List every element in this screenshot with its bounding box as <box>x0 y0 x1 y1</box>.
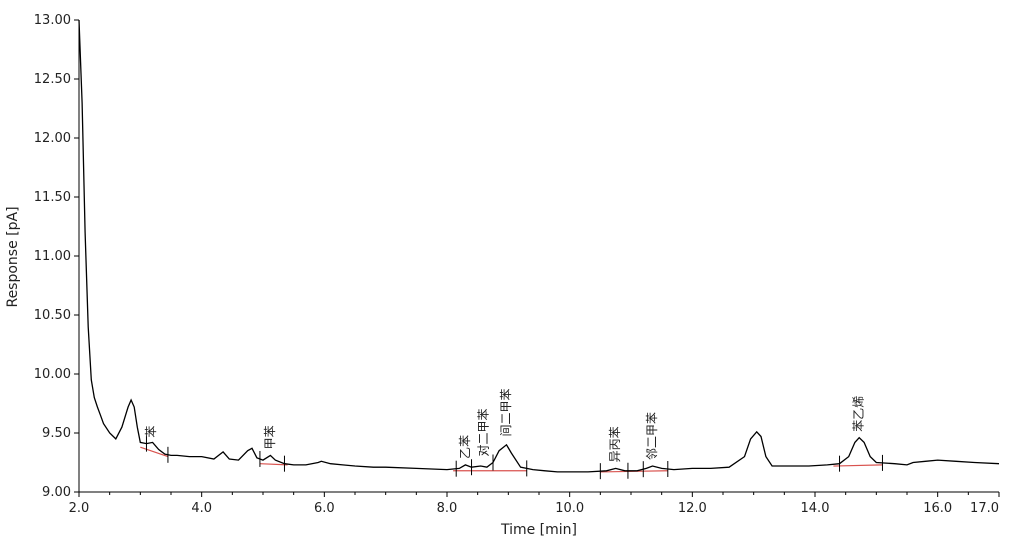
x-tick-label: 4.0 <box>191 501 212 516</box>
baseline-segment <box>259 463 288 466</box>
y-tick-label: 10.00 <box>34 367 71 382</box>
x-tick-label: 8.0 <box>437 501 458 516</box>
x-tick-label: 14.0 <box>801 501 830 516</box>
integration-baselines <box>140 446 883 473</box>
x-tick-label: 2.0 <box>69 501 90 516</box>
y-tick-label: 11.50 <box>34 190 71 205</box>
signal-line <box>78 19 1000 473</box>
peak-label: 乙苯 <box>458 435 472 459</box>
y-tick-label: 9.50 <box>42 426 71 441</box>
peak-label: 间二甲苯 <box>499 388 513 436</box>
x-tick-label: 17.0 <box>970 501 999 516</box>
ticks: 9.00 9.50 10.00 10.50 11.00 11.50 12.00 12.50 13… <box>34 13 1000 516</box>
peak-label: 苯 <box>144 426 158 438</box>
y-tick-label: 11.00 <box>34 249 71 264</box>
y-tick-label: 13.00 <box>34 13 71 28</box>
x-tick-label: 6.0 <box>314 501 335 516</box>
peak-label: 对二甲苯 <box>476 408 490 456</box>
y-tick-label: 10.50 <box>34 308 71 323</box>
x-tick-label: 16.0 <box>923 501 952 516</box>
peak-label: 邻二甲苯 <box>645 412 659 460</box>
y-axis-title: Response [pA] <box>5 206 21 307</box>
baseline-segment <box>140 446 169 458</box>
peak-label: 苯乙烯 <box>852 396 866 432</box>
peak-label: 甲苯 <box>263 425 277 449</box>
series-group <box>78 19 1000 473</box>
baseline-segment <box>833 464 883 467</box>
y-tick-label: 12.50 <box>34 72 71 87</box>
peak-label: 异丙苯 <box>608 426 622 462</box>
x-tick-label: 12.0 <box>678 501 707 516</box>
x-axis-title: Time [min] <box>500 522 577 538</box>
y-tick-label: 12.00 <box>34 131 71 146</box>
x-tick-label: 10.0 <box>555 501 584 516</box>
y-tick-label: 9.00 <box>42 485 71 500</box>
